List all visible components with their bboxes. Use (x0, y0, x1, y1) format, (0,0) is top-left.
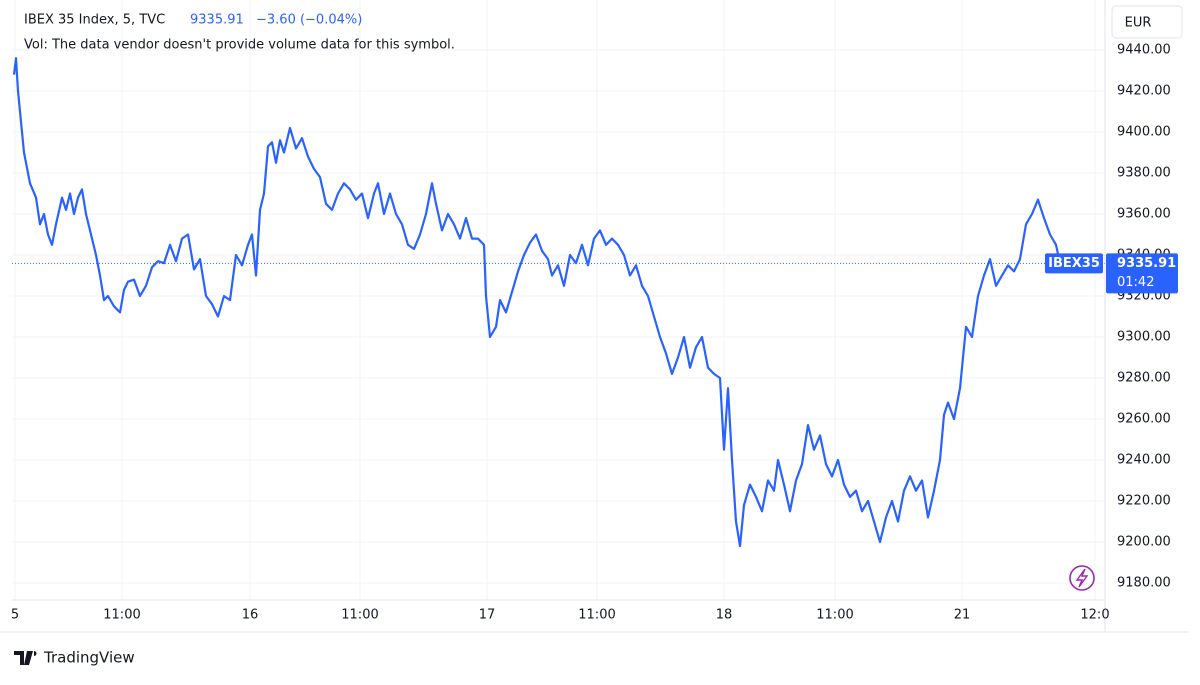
y-tick-label: 9300.00 (1117, 330, 1171, 345)
countdown-label: 01:42 (1117, 275, 1154, 290)
brand-logo[interactable]: TradingView (14, 649, 135, 667)
y-tick-label: 9280.00 (1117, 370, 1171, 385)
x-tick-label: 21 (954, 608, 971, 623)
lightning-icon[interactable] (1069, 565, 1095, 591)
x-tick-label: 11:00 (578, 608, 615, 623)
x-tick-label: 5 (11, 608, 19, 623)
y-tick-label: 9200.00 (1117, 534, 1171, 549)
y-tick-label: 9260.00 (1117, 411, 1171, 426)
x-tick-label: 11:00 (816, 608, 853, 623)
axis-layer: 9180.00 9200.00 9220.00 9240.00 9260.00 9280.… (11, 43, 1171, 623)
y-tick-label: 9180.00 (1117, 575, 1171, 590)
volume-note: Vol: The data vendor doesn't provide vol… (24, 38, 455, 53)
price-tag (1106, 253, 1178, 294)
y-tick-label: 9420.00 (1117, 84, 1171, 99)
x-tick-label: 11:00 (103, 608, 140, 623)
y-tick-label: 9360.00 (1117, 207, 1171, 222)
currency-button[interactable] (1111, 5, 1183, 39)
y-tick-label: 9440.00 (1117, 43, 1171, 58)
x-tick-label: 11:00 (341, 608, 378, 623)
symbol-title: IBEX 35 Index, 5, TVC (24, 13, 165, 28)
x-tick-label: 12:0 (1080, 608, 1109, 623)
y-tick-label: 9240.00 (1117, 452, 1171, 467)
price-tag-label: 9335.91 (1117, 256, 1176, 271)
series-tag-label: IBEX35 (1048, 256, 1100, 271)
y-tick-label: 9380.00 (1117, 166, 1171, 181)
plot-layer (12, 57, 1105, 548)
x-tick-label: 18 (716, 608, 733, 623)
price-line (12, 57, 1062, 548)
legend-price: 9335.91 (190, 13, 244, 28)
grid-layer (12, 0, 1105, 600)
currency-label[interactable]: EUR (1125, 16, 1152, 31)
series-tag (1045, 253, 1103, 274)
brand-name[interactable]: TradingView (43, 649, 135, 667)
y-tick-label: 9400.00 (1117, 125, 1171, 140)
y-tick-label: 9220.00 (1117, 493, 1171, 508)
x-tick-label: 16 (242, 608, 259, 623)
x-tick-label: 17 (479, 608, 496, 623)
legend-change: −3.60 (−0.04%) (256, 13, 362, 28)
